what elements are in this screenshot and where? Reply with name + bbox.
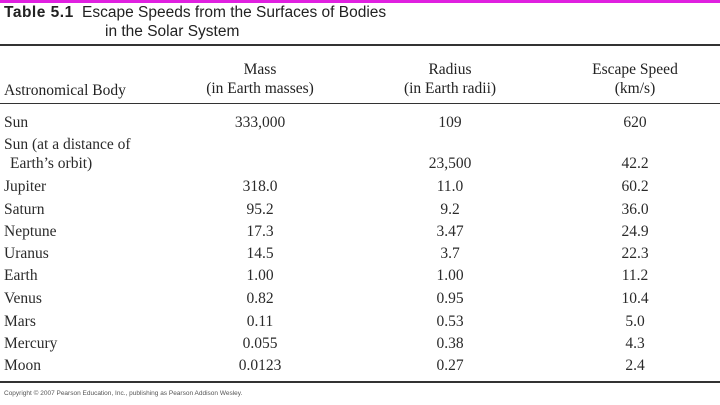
table-row-name: Saturn (4, 201, 45, 218)
table-cell-mass: 333,000 (234, 114, 286, 131)
table-cell-escape-speed: 4.3 (625, 335, 645, 352)
table-title-line2: in the Solar System (105, 23, 240, 40)
table-row-name-line1: Sun (at a distance of (4, 136, 131, 153)
table-cell-radius: 0.38 (436, 335, 464, 352)
table-cell-radius: 0.27 (436, 357, 464, 374)
table-cell-radius: 0.95 (436, 290, 464, 307)
header-mass-line2: (in Earth masses) (206, 80, 314, 97)
table-cell-radius: 23,500 (428, 155, 472, 172)
header-mass: Mass (in Earth masses) (185, 60, 335, 98)
table-cell-mass: 0.82 (246, 290, 274, 307)
copyright-notice: Copyright © 2007 Pearson Education, Inc.… (4, 390, 243, 397)
header-speed-line1: Escape Speed (592, 61, 678, 78)
table-row-name: Jupiter (4, 178, 47, 195)
table-row-name: Uranus (4, 245, 49, 262)
table-cell-escape-speed: 42.2 (621, 155, 649, 172)
table-row-name: Moon (4, 357, 42, 374)
table-cell-mass: 0.0123 (238, 357, 282, 374)
table-cell-radius: 109 (438, 114, 462, 131)
table-cell-mass: 17.3 (246, 223, 274, 240)
table-cell-mass: 0.055 (242, 335, 278, 352)
table-cell-radius: 3.7 (440, 245, 460, 262)
table-cell-escape-speed: 620 (623, 114, 647, 131)
header-mass-line1: Mass (243, 61, 277, 78)
table-row-name-line2: Earth’s orbit) (10, 155, 93, 172)
table-cell-mass: 1.00 (246, 267, 274, 284)
table-cell-radius: 0.53 (436, 313, 464, 330)
table-cell-escape-speed: 60.2 (621, 178, 649, 195)
table-row-name: Venus (4, 290, 42, 307)
table-row-name: Earth (4, 267, 38, 284)
top-accent-bar (0, 0, 720, 3)
table-bottom-rule (0, 381, 720, 383)
table-cell-mass: 95.2 (246, 201, 274, 218)
table-header-rule (0, 103, 720, 104)
table-cell-radius: 3.47 (436, 223, 464, 240)
table-cell-escape-speed: 5.0 (625, 313, 645, 330)
header-escape-speed: Escape Speed (km/s) (570, 60, 700, 98)
table-row-name: Mercury (4, 335, 58, 352)
header-radius: Radius (in Earth radii) (375, 60, 525, 98)
table-row-name: Neptune (4, 223, 57, 240)
header-radius-line1: Radius (428, 61, 472, 78)
table-cell-escape-speed: 24.9 (621, 223, 649, 240)
table-title-line1: Escape Speeds from the Surfaces of Bodie… (82, 4, 387, 21)
header-astronomical-body: Astronomical Body (4, 82, 126, 99)
table-cell-escape-speed: 2.4 (625, 357, 645, 374)
table-top-rule (0, 44, 720, 46)
table-cell-mass: 318.0 (242, 178, 278, 195)
header-speed-line2: (km/s) (614, 80, 656, 97)
header-radius-line2: (in Earth radii) (403, 80, 497, 97)
table-cell-mass: 0.11 (246, 313, 274, 330)
table-cell-escape-speed: 11.2 (621, 267, 649, 284)
table-row-name: Sun (4, 114, 29, 131)
table-cell-escape-speed: 10.4 (621, 290, 649, 307)
table-cell-mass: 14.5 (246, 245, 274, 262)
table-cell-escape-speed: 22.3 (621, 245, 649, 262)
table-row-name: Mars (4, 313, 36, 330)
table-cell-radius: 1.00 (436, 267, 464, 284)
table-label: Table 5.1 (4, 4, 74, 21)
table-cell-radius: 11.0 (436, 178, 464, 195)
table-cell-escape-speed: 36.0 (621, 201, 649, 218)
table-caption: Table 5.1 Escape Speeds from the Surface… (4, 3, 386, 41)
table-cell-radius: 9.2 (440, 201, 460, 218)
